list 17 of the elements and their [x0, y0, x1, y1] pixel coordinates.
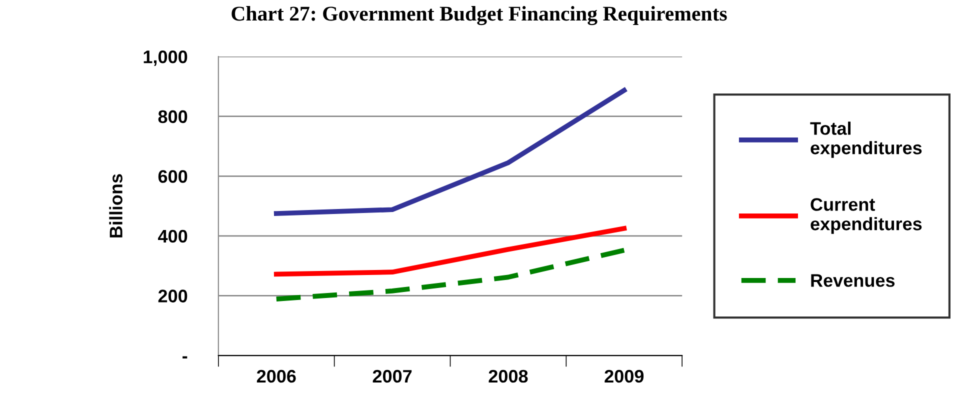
- y-tick-label: 200: [158, 290, 188, 302]
- x-tick-label: 2006: [256, 370, 296, 383]
- y-tick-label: 800: [158, 110, 188, 124]
- x-tick-label: 2009: [604, 370, 644, 383]
- legend-label: Revenues: [811, 274, 895, 287]
- y-axis-title: Billions: [109, 174, 122, 238]
- y-tick-label: 600: [158, 170, 188, 183]
- y-tick-label: 400: [158, 230, 188, 243]
- line-series: [274, 226, 627, 277]
- y-tick-label: -: [182, 356, 188, 358]
- legend-label: Current expenditures: [810, 198, 922, 234]
- chart-title: Chart 27: Government Budget Financing Requirements: [232, 6, 727, 26]
- x-tick-label: 2008: [488, 370, 528, 383]
- text: 1,000: [144, 50, 188, 66]
- line-series: [274, 88, 627, 216]
- x-tick-label: 2007: [372, 370, 412, 383]
- legend-label: Total expenditures: [810, 122, 922, 158]
